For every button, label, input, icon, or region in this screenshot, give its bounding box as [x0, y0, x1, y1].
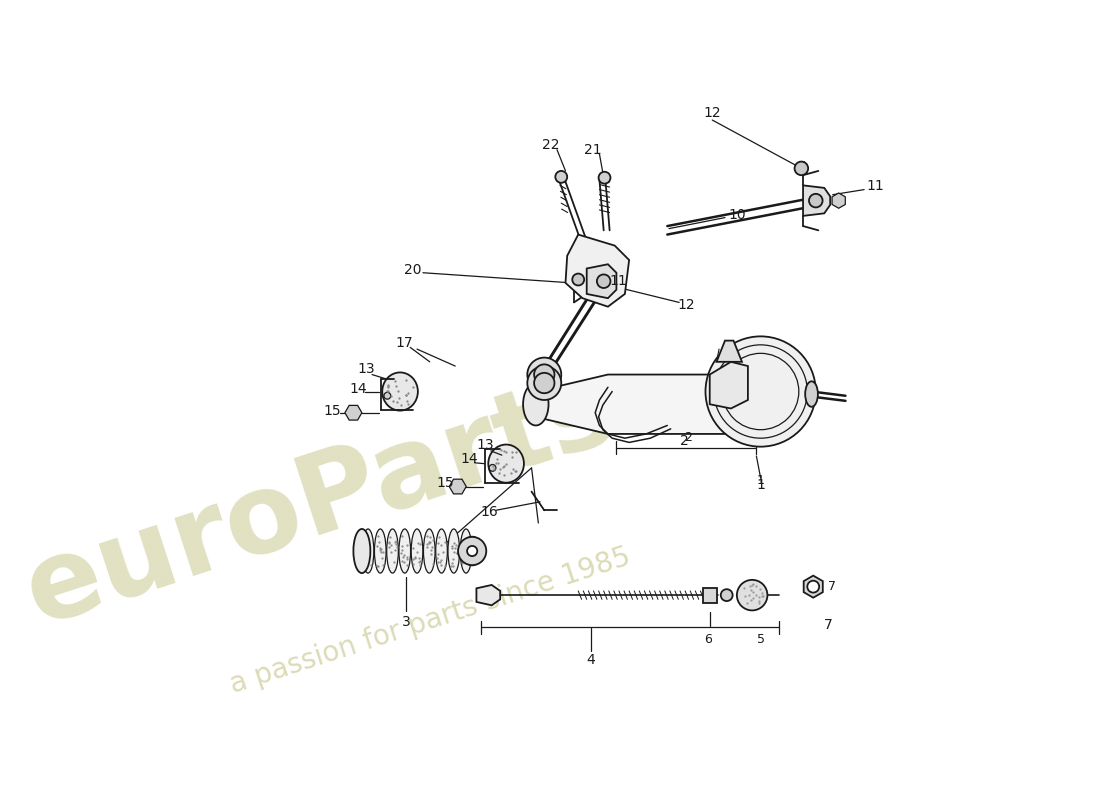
Polygon shape: [476, 585, 501, 606]
Text: 16: 16: [481, 505, 498, 519]
Ellipse shape: [382, 373, 418, 410]
Circle shape: [808, 194, 823, 207]
Text: 17: 17: [396, 336, 414, 350]
Circle shape: [490, 465, 496, 471]
Circle shape: [384, 392, 390, 399]
Polygon shape: [804, 576, 823, 598]
Text: euroParts: euroParts: [11, 356, 627, 647]
Polygon shape: [536, 374, 778, 434]
Circle shape: [556, 171, 568, 183]
Circle shape: [720, 589, 733, 601]
Text: 4: 4: [586, 653, 595, 666]
Polygon shape: [565, 234, 629, 306]
Text: 21: 21: [584, 142, 602, 157]
Text: 7: 7: [824, 618, 833, 632]
Circle shape: [458, 537, 486, 565]
Text: 12: 12: [704, 106, 722, 120]
Text: 20: 20: [404, 263, 421, 277]
Ellipse shape: [387, 529, 398, 573]
Ellipse shape: [488, 445, 524, 482]
Text: 22: 22: [542, 138, 560, 153]
Ellipse shape: [805, 382, 818, 406]
Text: 12: 12: [678, 298, 695, 312]
Text: 11: 11: [609, 274, 627, 288]
Ellipse shape: [424, 529, 436, 573]
Polygon shape: [586, 264, 616, 298]
Circle shape: [597, 274, 611, 288]
Polygon shape: [803, 186, 830, 216]
Circle shape: [527, 366, 561, 400]
Text: 13: 13: [476, 438, 494, 452]
Text: 15: 15: [437, 476, 454, 490]
Ellipse shape: [374, 529, 386, 573]
Polygon shape: [716, 341, 742, 362]
Polygon shape: [703, 587, 716, 602]
Ellipse shape: [463, 537, 482, 566]
Circle shape: [535, 373, 554, 394]
Text: 7: 7: [828, 580, 836, 593]
Text: 14: 14: [460, 452, 477, 466]
Text: 13: 13: [358, 362, 375, 376]
Text: 1: 1: [756, 478, 766, 492]
Circle shape: [527, 358, 561, 391]
Text: 2: 2: [684, 431, 693, 444]
Text: 2: 2: [680, 434, 689, 448]
Text: 14: 14: [350, 382, 367, 396]
Polygon shape: [345, 406, 362, 420]
Ellipse shape: [524, 383, 549, 426]
Ellipse shape: [436, 529, 448, 573]
Ellipse shape: [399, 529, 410, 573]
Circle shape: [535, 364, 554, 385]
Ellipse shape: [353, 529, 371, 573]
Circle shape: [468, 546, 477, 556]
Text: 10: 10: [728, 208, 746, 222]
Circle shape: [737, 580, 768, 610]
Text: 15: 15: [323, 404, 341, 418]
Text: 3: 3: [402, 615, 410, 630]
Circle shape: [572, 274, 584, 286]
Circle shape: [794, 162, 808, 175]
Circle shape: [598, 172, 611, 184]
Ellipse shape: [411, 529, 422, 573]
Text: 6: 6: [704, 633, 712, 646]
Text: a passion for parts since 1985: a passion for parts since 1985: [226, 542, 634, 698]
Text: 11: 11: [867, 179, 884, 193]
Polygon shape: [710, 362, 748, 409]
Ellipse shape: [460, 529, 472, 573]
Text: 1: 1: [757, 474, 764, 487]
Circle shape: [705, 336, 816, 446]
Circle shape: [807, 581, 820, 593]
Text: 5: 5: [757, 633, 764, 646]
Ellipse shape: [362, 529, 374, 573]
Polygon shape: [449, 479, 466, 494]
Ellipse shape: [448, 529, 460, 573]
Polygon shape: [832, 193, 845, 208]
